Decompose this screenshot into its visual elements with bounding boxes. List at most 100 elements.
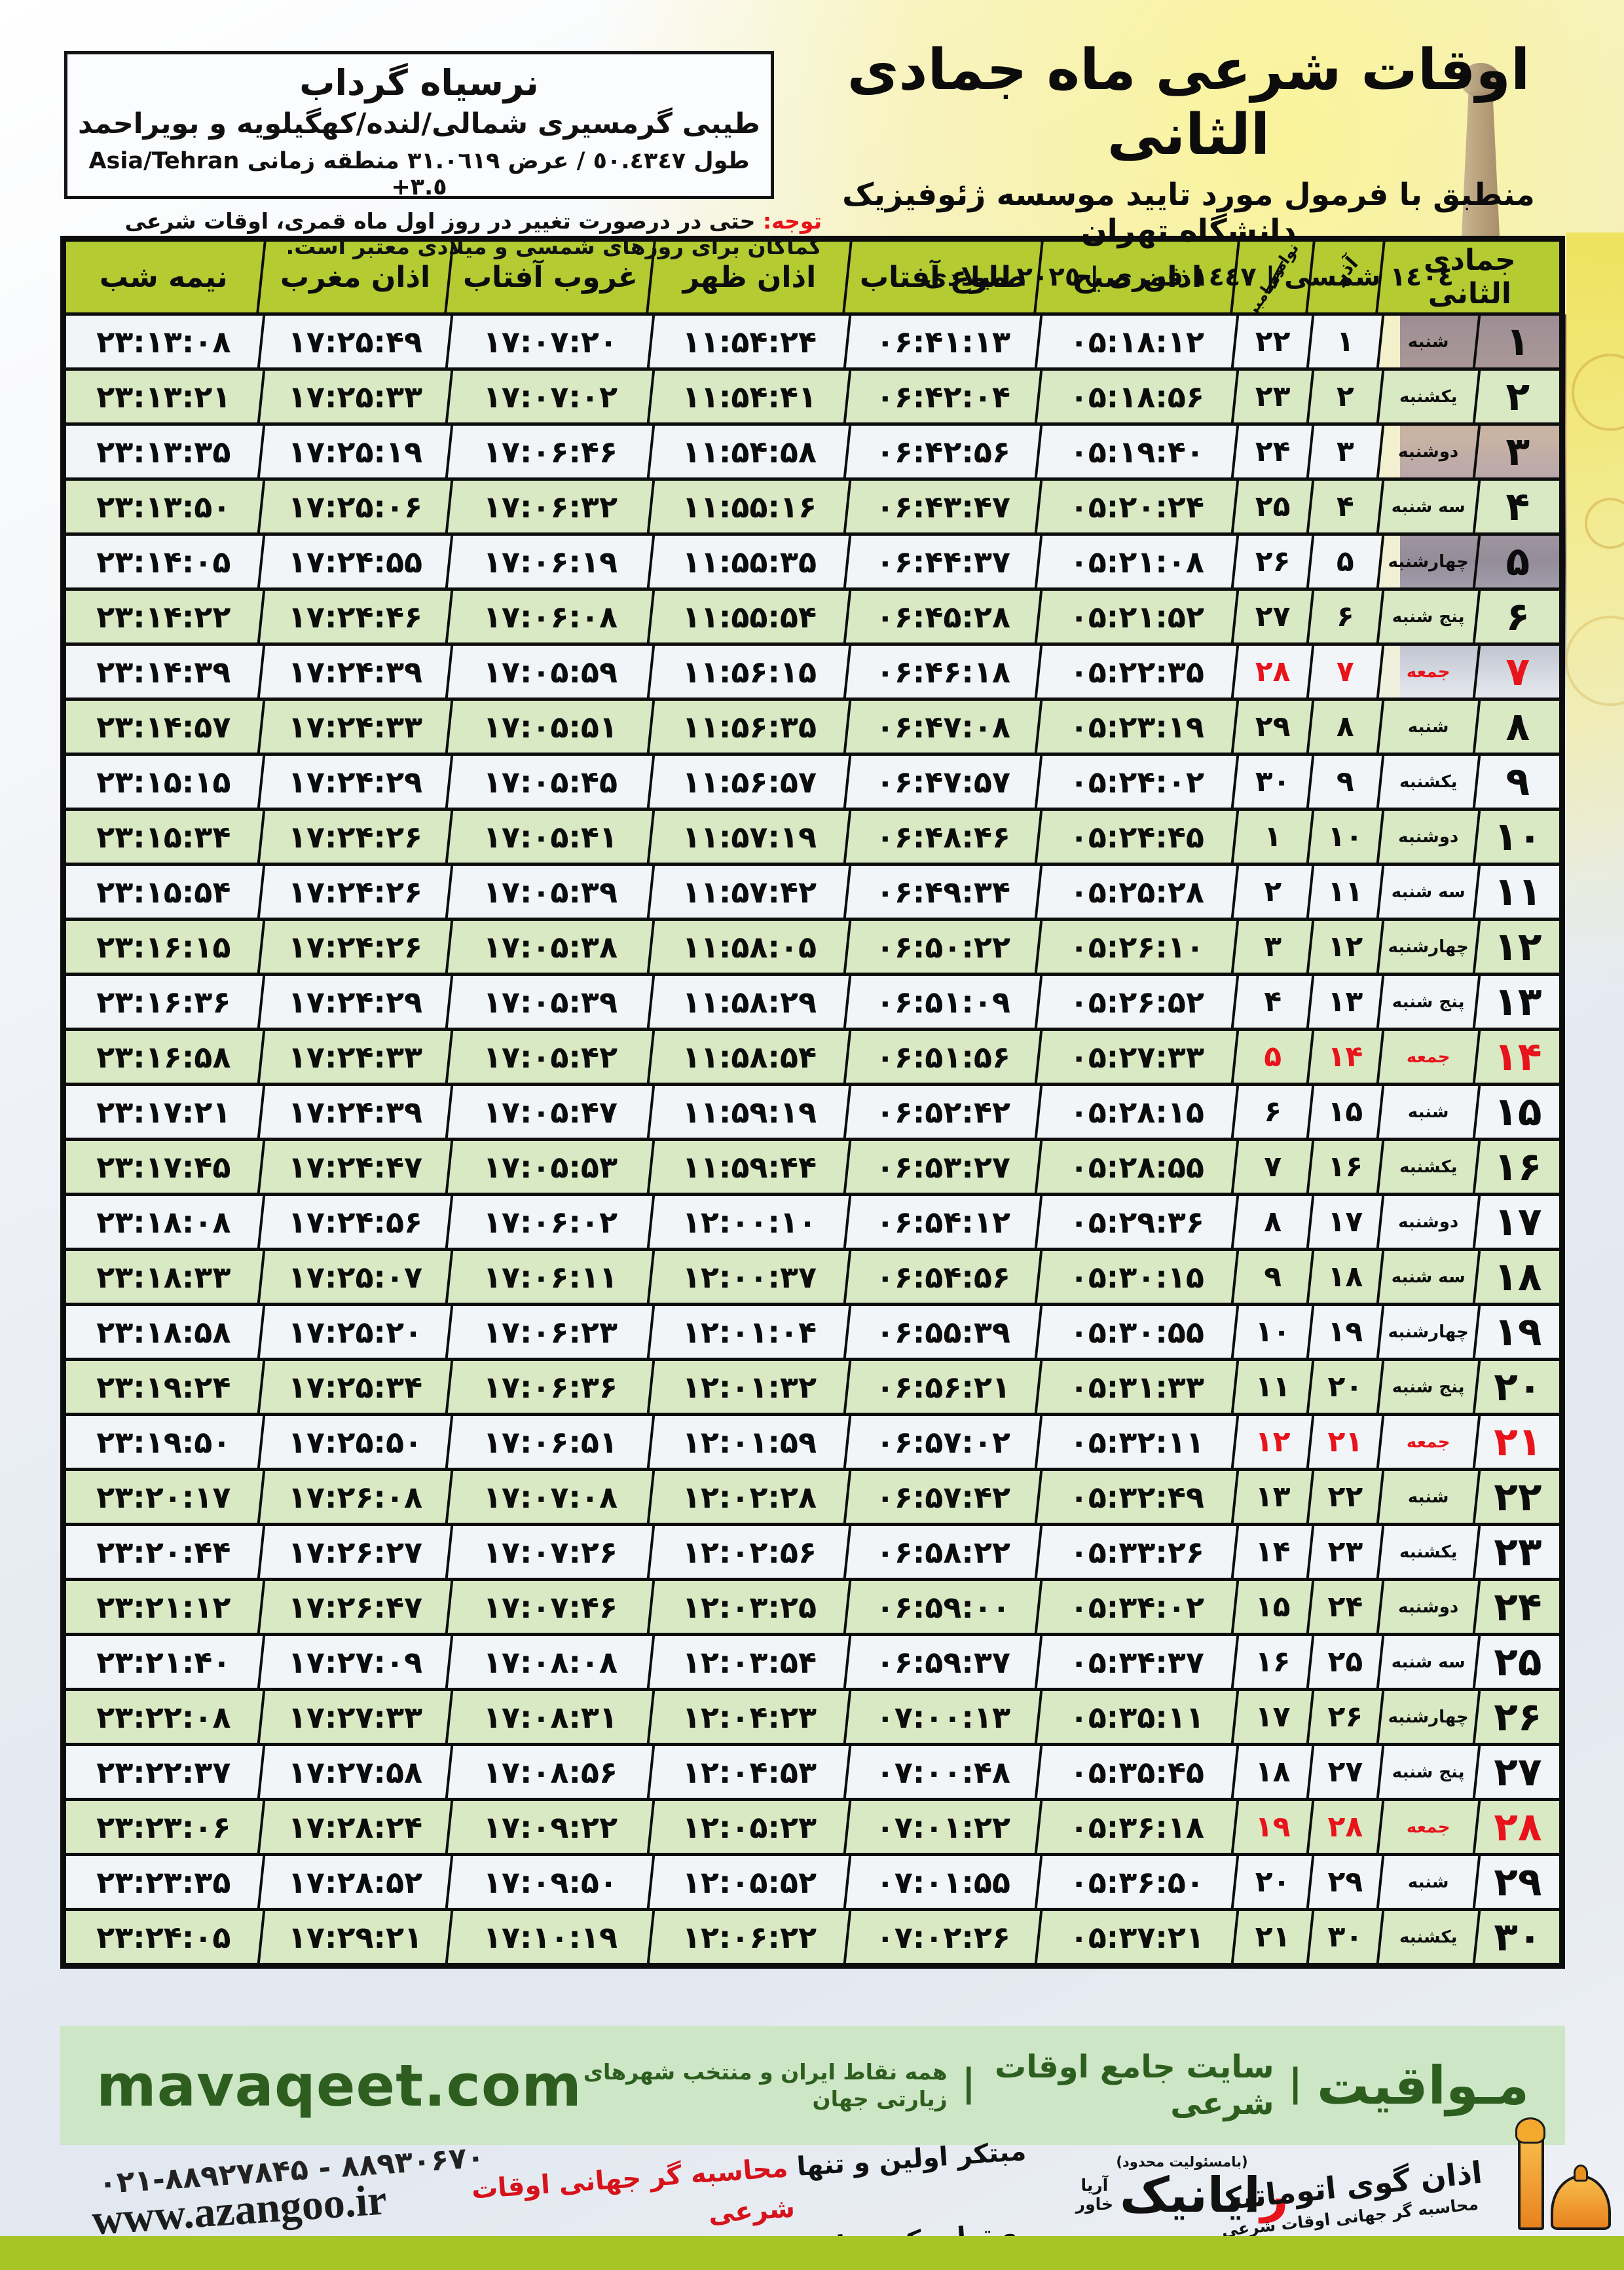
cell-dhuhr-time: ۱۲:۰۰:۱۰ [651, 1193, 848, 1250]
cell-midnight-time: ۲۳:۱۴:۵۷ [63, 698, 261, 754]
location-coordinates: طول ٥٠.٤٣٤٧ / عرض ٣١.٠٦١٩ منطقه زمانی As… [67, 148, 771, 200]
table-row: ۱۵ شنبه ۱۵ ۶ ۰۵:۲۸:۱۵ ۰۶:۵۲:۴۲ ۱۱:۵۹:۱۹ … [63, 1083, 1562, 1140]
cell-dhuhr-time: ۱۱:۵۹:۱۹ [651, 1083, 848, 1140]
cell-sunrise-time: ۰۶:۴۸:۴۶ [847, 808, 1039, 865]
cell-sunrise-time: ۰۶:۵۷:۴۲ [847, 1468, 1039, 1525]
cell-maghrib-time: ۱۷:۲۵:۳۳ [261, 367, 450, 424]
cell-fajr-time: ۰۵:۱۸:۱۲ [1039, 312, 1236, 369]
cell-dhuhr-time: ۱۲:۰۰:۳۷ [651, 1248, 848, 1305]
cell-fajr-time: ۰۵:۲۱:۵۲ [1039, 587, 1236, 644]
cell-maghrib-time: ۱۷:۲۴:۲۹ [261, 753, 450, 809]
cell-weekday: شنبه [1380, 312, 1477, 369]
cell-dhuhr-time: ۱۱:۵۵:۱۶ [651, 477, 848, 534]
brand-coverage: همه نقاط ایران و منتخب شهرهای زیارتی جها… [583, 2058, 948, 2112]
cell-sunset-time: ۱۷:۰۸:۵۶ [449, 1743, 652, 1800]
cell-sunrise-time: ۰۶:۵۰:۲۲ [847, 918, 1039, 975]
azangoo-mosque-icon [1493, 2117, 1611, 2230]
cell-month-day: ۱۶ [1476, 1138, 1562, 1195]
cell-month-day: ۳۰ [1476, 1908, 1562, 1966]
cell-fajr-time: ۰۵:۲۵:۲۸ [1039, 863, 1236, 920]
cell-sunset-time: ۱۷:۰۶:۰۲ [449, 1193, 652, 1250]
column-header-midnight: نیمه شب [63, 238, 261, 314]
cell-azar-day: ۱۲ [1310, 918, 1380, 975]
cell-fajr-time: ۰۵:۳۰:۱۵ [1039, 1248, 1236, 1305]
note-text: حتی در درصورت تغییر در روز اول ماه قمری،… [124, 208, 822, 259]
cell-gregorian-day: ۱۸ [1235, 1743, 1310, 1800]
cell-dhuhr-time: ۱۱:۵۴:۵۸ [651, 422, 848, 479]
cell-midnight-time: ۲۳:۱۷:۴۵ [63, 1138, 261, 1195]
cell-midnight-time: ۲۳:۱۴:۳۹ [63, 642, 261, 699]
cell-month-day: ۴ [1476, 477, 1562, 534]
cell-weekday: چهارشنبه [1380, 1303, 1477, 1360]
cell-azar-day: ۵ [1310, 532, 1380, 589]
cell-azar-day: ۱۰ [1310, 808, 1380, 865]
table-row: ۳۰ یکشنبه ۳۰ ۲۱ ۰۵:۳۷:۲۱ ۰۷:۰۲:۲۶ ۱۲:۰۶:… [63, 1908, 1562, 1966]
cell-azar-day: ۲۶ [1310, 1688, 1380, 1745]
cell-fajr-time: ۰۵:۲۶:۱۰ [1039, 918, 1236, 975]
cell-dhuhr-time: ۱۱:۵۶:۵۷ [651, 753, 848, 809]
cell-fajr-time: ۰۵:۱۸:۵۶ [1039, 367, 1236, 424]
cell-maghrib-time: ۱۷:۲۴:۲۶ [261, 863, 450, 920]
cell-sunset-time: ۱۷:۰۵:۳۹ [449, 863, 652, 920]
cell-weekday: یکشنبه [1380, 753, 1477, 809]
cell-maghrib-time: ۱۷:۲۶:۲۷ [261, 1523, 450, 1580]
cell-sunrise-time: ۰۶:۴۲:۰۴ [847, 367, 1039, 424]
cell-month-day: ۲۷ [1476, 1743, 1562, 1800]
cell-weekday: شنبه [1380, 1468, 1477, 1525]
cell-weekday: شنبه [1380, 698, 1477, 754]
cell-maghrib-time: ۱۷:۲۷:۰۹ [261, 1633, 450, 1690]
table-row: ۲۰ پنج شنبه ۲۰ ۱۱ ۰۵:۳۱:۳۳ ۰۶:۵۶:۲۱ ۱۲:۰… [63, 1358, 1562, 1415]
cell-sunrise-time: ۰۶:۵۱:۵۶ [847, 1028, 1039, 1085]
timezone-value: Asia/Tehran +٣.٥ [88, 148, 447, 200]
cell-midnight-time: ۲۳:۱۳:۳۵ [63, 422, 261, 479]
cell-maghrib-time: ۱۷:۲۷:۵۸ [261, 1743, 450, 1800]
column-header-dhuhr: اذان ظهر [651, 238, 848, 314]
cell-month-day: ۱ [1476, 312, 1562, 369]
cell-weekday: سه شنبه [1380, 1633, 1477, 1690]
cell-dhuhr-time: ۱۲:۰۳:۵۴ [651, 1633, 848, 1690]
cell-sunrise-time: ۰۶:۴۳:۴۷ [847, 477, 1039, 534]
cell-azar-day: ۶ [1310, 587, 1380, 644]
cell-weekday: پنج شنبه [1380, 587, 1477, 644]
table-row: ۲۷ پنج شنبه ۲۷ ۱۸ ۰۵:۳۵:۴۵ ۰۷:۰۰:۴۸ ۱۲:۰… [63, 1743, 1562, 1800]
cell-sunrise-time: ۰۶:۴۶:۱۸ [847, 642, 1039, 699]
cell-weekday: پنج شنبه [1380, 1358, 1477, 1415]
cell-midnight-time: ۲۳:۱۳:۵۰ [63, 477, 261, 534]
ornament-strip [1566, 233, 1624, 986]
cell-midnight-time: ۲۳:۲۳:۰۶ [63, 1798, 261, 1855]
table-row: ۱۱ سه شنبه ۱۱ ۲ ۰۵:۲۵:۲۸ ۰۶:۴۹:۳۴ ۱۱:۵۷:… [63, 863, 1562, 920]
table-row: ۱۸ سه شنبه ۱۸ ۹ ۰۵:۳۰:۱۵ ۰۶:۵۴:۵۶ ۱۲:۰۰:… [63, 1248, 1562, 1305]
cell-month-day: ۲۵ [1476, 1633, 1562, 1690]
cell-weekday: جمعه [1380, 642, 1477, 699]
cell-sunset-time: ۱۷:۰۷:۰۸ [449, 1468, 652, 1525]
cell-dhuhr-time: ۱۲:۰۴:۲۳ [651, 1688, 848, 1745]
cell-fajr-time: ۰۵:۲۱:۰۸ [1039, 532, 1236, 589]
column-header-sunset: غروب آفتاب [449, 238, 652, 314]
title-block: اوقات شرعی ماه جمادی الثانی منطبق با فرم… [809, 38, 1568, 292]
cell-sunrise-time: ۰۷:۰۱:۲۲ [847, 1798, 1039, 1855]
cell-dhuhr-time: ۱۲:۰۱:۵۹ [651, 1413, 848, 1470]
cell-sunset-time: ۱۷:۰۸:۳۱ [449, 1688, 652, 1745]
cell-sunset-time: ۱۷:۰۵:۴۷ [449, 1083, 652, 1140]
cell-sunset-time: ۱۷:۰۵:۴۱ [449, 808, 652, 865]
table-header-row: جمادی الثانی آذر نوامبر دسامبر اذان صبح … [63, 238, 1562, 320]
cell-sunset-time: ۱۷:۰۸:۰۸ [449, 1633, 652, 1690]
cell-dhuhr-time: ۱۲:۰۵:۵۲ [651, 1853, 848, 1910]
location-box: نرسیاه گرداب طیبی گرمسیری شمالی/لنده/کهگ… [64, 51, 774, 200]
cell-dhuhr-time: ۱۱:۵۷:۴۲ [651, 863, 848, 920]
cell-dhuhr-time: ۱۱:۵۶:۱۵ [651, 642, 848, 699]
cell-dhuhr-time: ۱۲:۰۵:۲۳ [651, 1798, 848, 1855]
cell-gregorian-day: ۲۲ [1235, 312, 1310, 369]
table-row: ۲۸ جمعه ۲۸ ۱۹ ۰۵:۳۶:۱۸ ۰۷:۰۱:۲۲ ۱۲:۰۵:۲۳… [63, 1798, 1562, 1855]
column-header-sunrise: طلوع آفتاب [847, 238, 1039, 314]
cell-month-day: ۱۱ [1476, 863, 1562, 920]
cell-midnight-time: ۲۳:۱۷:۲۱ [63, 1083, 261, 1140]
cell-sunrise-time: ۰۶:۵۲:۴۲ [847, 1083, 1039, 1140]
cell-midnight-time: ۲۳:۱۶:۵۸ [63, 1028, 261, 1085]
cell-weekday: دوشنبه [1380, 1578, 1477, 1635]
cell-gregorian-day: ۲۳ [1235, 367, 1310, 424]
cell-gregorian-day: ۱۰ [1235, 1303, 1310, 1360]
cell-gregorian-day: ۱۲ [1235, 1413, 1310, 1470]
cell-dhuhr-time: ۱۱:۵۷:۱۹ [651, 808, 848, 865]
cell-sunset-time: ۱۷:۰۶:۵۱ [449, 1413, 652, 1470]
